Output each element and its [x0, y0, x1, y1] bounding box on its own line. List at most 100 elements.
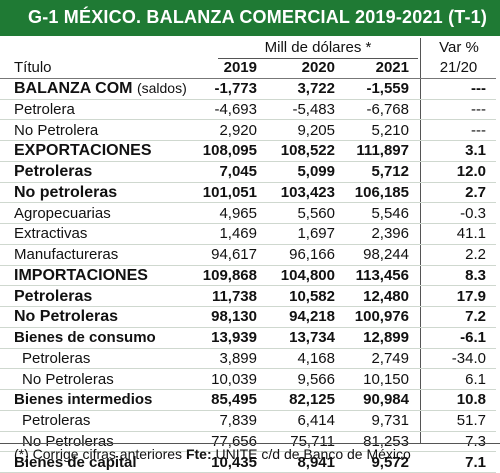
value-2019: -1,773	[193, 78, 269, 100]
table-row: Agropecuarias 4,965 5,560 5,546 -0.3	[0, 202, 496, 224]
footer-note: (*) Corrige cifras anteriores Fte: UNITE…	[0, 443, 500, 465]
value-2020: 6,414	[269, 410, 345, 432]
units-label: Mill de dólares *	[264, 39, 372, 56]
value-2020: 3,722	[269, 78, 345, 100]
value-2020: 96,166	[269, 244, 345, 266]
row-label: Extractivas	[0, 223, 193, 245]
column-label-title: Título	[0, 58, 193, 79]
footer-source-label: Fte:	[185, 446, 212, 462]
value-2020: 13,734	[269, 327, 345, 349]
table-row: EXPORTACIONES 108,095 108,522 111,897 3.1	[0, 140, 496, 162]
table-row: Bienes de consumo 13,939 13,734 12,899 -6.1	[0, 327, 496, 349]
value-2019: 13,939	[193, 327, 269, 349]
table-row: Petroleras 11,738 10,582 12,480 17.9	[0, 285, 496, 307]
value-2019: 3,899	[193, 348, 269, 370]
row-label-text: Petroleras	[22, 349, 91, 367]
value-2019: 101,051	[193, 182, 269, 204]
value-var: 6.1	[421, 368, 496, 390]
row-label: Petrolera	[0, 99, 193, 121]
value-2020: 9,566	[269, 368, 345, 390]
row-label: Petroleras	[0, 348, 193, 370]
value-2021: 12,899	[345, 327, 421, 349]
table-row: No Petrolera 2,920 9,205 5,210 ---	[0, 119, 496, 141]
table-row: No petroleras 101,051 103,423 106,185 2.7	[0, 182, 496, 204]
value-2021: 90,984	[345, 389, 421, 411]
row-label: Bienes intermedios	[0, 389, 193, 411]
table-row: IMPORTACIONES 109,868 104,800 113,456 8.3	[0, 265, 496, 287]
value-2021: 100,976	[345, 306, 421, 328]
row-label: Manufactureras	[0, 244, 193, 266]
row-label-text: BALANZA COM	[14, 80, 133, 98]
row-label-text: No Petroleras	[22, 432, 114, 450]
value-2021: 2,749	[345, 348, 421, 370]
column-header-row: Título 2019 2020 2021 21/20	[0, 58, 496, 79]
table-row: No Petroleras 10,039 9,566 10,150 6.1	[0, 368, 496, 390]
year-2021-header: 2021	[345, 58, 421, 79]
row-label-text: No Petroleras	[14, 308, 119, 326]
value-var: 17.9	[421, 285, 496, 307]
trade-balance-table: Título 2019 2020 2021 21/20 BALANZA COM …	[0, 58, 496, 473]
title-bar: G-1 MÉXICO. BALANZA COMERCIAL 2019-2021 …	[0, 0, 500, 36]
table-row: Petroleras 3,899 4,168 2,749 -34.0	[0, 348, 496, 370]
value-2020: 75,711	[269, 431, 345, 453]
var-label: Var %	[439, 39, 479, 56]
year-2020-header: 2020	[269, 58, 345, 79]
value-2019: 4,965	[193, 202, 269, 224]
value-2019: 7,045	[193, 161, 269, 183]
value-2021: 9,731	[345, 410, 421, 432]
value-2019: 109,868	[193, 265, 269, 287]
value-var: 3.1	[421, 140, 496, 162]
row-label-text: EXPORTACIONES	[14, 142, 152, 160]
table-row: BALANZA COM (saldos) -1,773 3,722 -1,559 ---	[0, 78, 496, 100]
table-row: Extractivas 1,469 1,697 2,396 41.1	[0, 223, 496, 245]
row-label-text: No petroleras	[14, 183, 118, 201]
value-2021: 106,185	[345, 182, 421, 204]
value-2020: 108,522	[269, 140, 345, 162]
value-2020: 9,205	[269, 119, 345, 141]
row-label: EXPORTACIONES	[0, 140, 193, 162]
row-label: No Petrolera	[0, 119, 193, 141]
value-var: 51.7	[421, 410, 496, 432]
value-2021: 2,396	[345, 223, 421, 245]
value-var: 2.2	[421, 244, 496, 266]
value-2021: 98,244	[345, 244, 421, 266]
value-2019: 2,920	[193, 119, 269, 141]
row-label: Agropecuarias	[0, 202, 193, 224]
value-2021: 111,897	[345, 140, 421, 162]
row-label: No Petroleras	[0, 431, 193, 453]
value-var: 7.3	[421, 431, 496, 453]
year-2019-header: 2019	[193, 58, 269, 79]
row-label: Petroleras	[0, 410, 193, 432]
footer-source-text: UNITE c/d de Banco de México	[211, 446, 411, 462]
value-var: -6.1	[421, 327, 496, 349]
row-label-text: Agropecuarias	[14, 204, 111, 222]
row-sublabel: (saldos)	[136, 80, 187, 97]
value-2019: 98,130	[193, 306, 269, 328]
value-2020: 10,582	[269, 285, 345, 307]
table-row: Petroleras 7,045 5,099 5,712 12.0	[0, 161, 496, 183]
var-period-header: 21/20	[421, 58, 496, 79]
value-var: 12.0	[421, 161, 496, 183]
row-label-text: Extractivas	[14, 225, 88, 243]
row-label-text: IMPORTACIONES	[14, 266, 148, 284]
value-2020: -5,483	[269, 99, 345, 121]
value-var: ---	[421, 78, 496, 100]
row-label-text: Bienes de consumo	[14, 329, 156, 347]
value-2019: 10,039	[193, 368, 269, 390]
value-2020: 103,423	[269, 182, 345, 204]
value-2021: 113,456	[345, 265, 421, 287]
row-label-text: Petroleras	[14, 287, 93, 305]
value-2021: -6,768	[345, 99, 421, 121]
value-2020: 1,697	[269, 223, 345, 245]
value-var: ---	[421, 119, 496, 141]
value-var: 41.1	[421, 223, 496, 245]
value-var: 10.8	[421, 389, 496, 411]
row-label: No Petroleras	[0, 368, 193, 390]
value-var: 8.3	[421, 265, 496, 287]
value-var: 2.7	[421, 182, 496, 204]
row-label-text: Petroleras	[14, 163, 93, 181]
value-2020: 94,218	[269, 306, 345, 328]
value-var: 7.2	[421, 306, 496, 328]
value-2020: 5,560	[269, 202, 345, 224]
value-2019: 7,839	[193, 410, 269, 432]
